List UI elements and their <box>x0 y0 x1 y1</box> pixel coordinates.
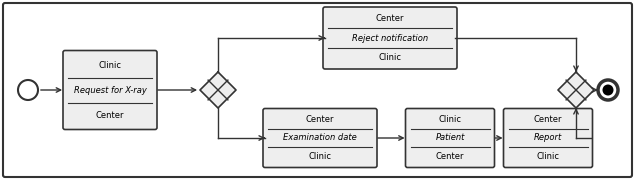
Text: Center: Center <box>534 115 562 124</box>
FancyBboxPatch shape <box>504 109 592 168</box>
Text: Patient: Patient <box>436 134 465 143</box>
Circle shape <box>598 80 618 100</box>
Circle shape <box>18 80 38 100</box>
FancyBboxPatch shape <box>63 51 157 129</box>
Text: Clinic: Clinic <box>439 115 462 124</box>
Text: Center: Center <box>305 115 334 124</box>
Text: Center: Center <box>436 152 464 161</box>
FancyBboxPatch shape <box>323 7 457 69</box>
Text: Request for X-ray: Request for X-ray <box>74 86 147 94</box>
Polygon shape <box>200 72 236 108</box>
FancyBboxPatch shape <box>263 109 377 168</box>
Text: Clinic: Clinic <box>378 53 401 62</box>
Text: Examination date: Examination date <box>283 134 357 143</box>
Text: Center: Center <box>96 111 124 120</box>
Text: Reject notification: Reject notification <box>352 33 428 42</box>
Polygon shape <box>558 72 594 108</box>
FancyBboxPatch shape <box>3 3 632 177</box>
Text: Clinic: Clinic <box>309 152 331 161</box>
Text: Report: Report <box>534 134 562 143</box>
Text: Center: Center <box>376 14 404 23</box>
Circle shape <box>603 84 613 96</box>
FancyBboxPatch shape <box>406 109 495 168</box>
Text: Clinic: Clinic <box>537 152 559 161</box>
Text: Clinic: Clinic <box>98 60 121 69</box>
